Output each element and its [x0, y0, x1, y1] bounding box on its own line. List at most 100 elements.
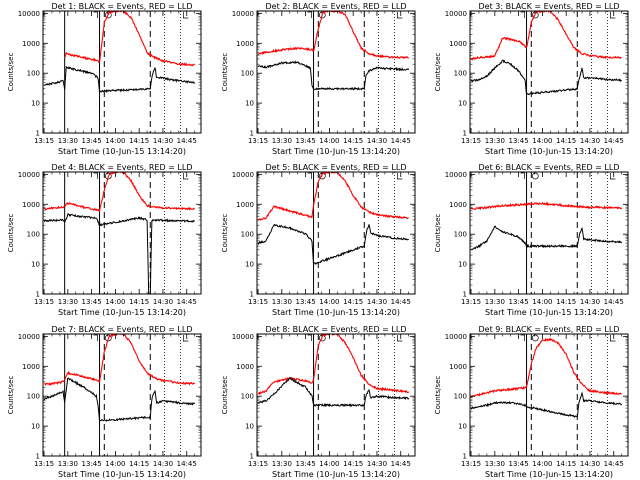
marker-glyph [520, 172, 525, 179]
x-tick-label: 14:00 [105, 298, 125, 306]
panel-title: Det 6: BLACK = Events, RED = LLD [479, 163, 620, 172]
series-line-red [258, 334, 410, 395]
x-tick-label: 13:45 [82, 137, 102, 145]
x-axis-label: Start Time (10-Jun-15 13:14:20) [272, 470, 400, 479]
detector-panel-1: Det 1: BLACK = Events, RED = LLD Counts/s… [7, 2, 202, 156]
y-tick-label: 100 [454, 393, 467, 401]
x-tick-label: 13:30 [485, 460, 505, 468]
x-tick-label: 14:30 [153, 460, 173, 468]
x-axis-label: Start Time (10-Jun-15 13:14:20) [272, 308, 400, 317]
y-axis-label: Counts/sec [434, 53, 442, 92]
x-tick-label: 14:00 [105, 137, 125, 145]
x-tick-label: 13:15 [34, 460, 54, 468]
plot-frame [42, 333, 202, 457]
series-line-black [470, 59, 622, 97]
y-tick-label: 10000 [232, 333, 254, 341]
series-line-red [470, 337, 622, 398]
marker-lines [307, 172, 403, 294]
x-tick-label: 13:45 [296, 460, 316, 468]
marker-lines [520, 172, 616, 294]
y-tick-label: 100 [27, 231, 40, 239]
y-axis-label: Counts/sec [434, 376, 442, 415]
y-tick-label: 100 [241, 231, 254, 239]
y-tick-label: 1000 [236, 363, 254, 371]
y-tick-label: 100 [454, 231, 467, 239]
x-tick-label: 14:15 [343, 460, 363, 468]
x-axis-label: Start Time (10-Jun-15 13:14:20) [485, 147, 613, 156]
x-tick-label: 14:45 [177, 298, 197, 306]
x-tick-label: 14:30 [580, 460, 600, 468]
x-tick-label: 14:45 [604, 298, 624, 306]
marker-glyph [397, 173, 403, 180]
y-tick-label: 10000 [445, 10, 467, 18]
marker-lines [64, 11, 189, 133]
marker-glyph [104, 334, 112, 342]
x-tick-label: 14:00 [532, 298, 552, 306]
y-tick-label: 10000 [18, 10, 40, 18]
panel-title: Det 2: BLACK = Events, RED = LLD [266, 2, 407, 11]
series-group [257, 11, 410, 91]
detector-panel-7: Det 7: BLACK = Events, RED = LLD Counts/s… [7, 325, 202, 479]
marker-glyph [397, 12, 403, 19]
x-tick-label: 13:15 [248, 137, 268, 145]
series-line-black [470, 391, 623, 418]
x-tick-label: 13:15 [34, 137, 54, 145]
detector-panel-3: Det 3: BLACK = Events, RED = LLD Counts/s… [434, 2, 629, 156]
y-tick-label: 1 [36, 130, 40, 138]
x-tick-label: 13:45 [509, 298, 529, 306]
y-tick-label: 1000 [22, 363, 40, 371]
y-tick-label: 10 [31, 261, 40, 269]
y-tick-label: 10000 [445, 333, 467, 341]
y-tick-label: 1000 [449, 201, 467, 209]
series-group [257, 172, 410, 265]
y-tick-label: 10 [31, 423, 40, 431]
marker-lines [64, 172, 189, 294]
marker-glyph [183, 173, 189, 180]
marker-lines [64, 334, 189, 456]
y-tick-label: 10 [458, 261, 467, 269]
marker-glyph [318, 11, 326, 19]
plot-frame [256, 10, 416, 134]
marker-glyph [610, 173, 616, 180]
x-tick-label: 14:30 [367, 298, 387, 306]
x-axis-label: Start Time (10-Jun-15 13:14:20) [58, 147, 186, 156]
x-tick-label: 13:15 [461, 137, 481, 145]
x-tick-label: 14:00 [532, 137, 552, 145]
x-tick-label: 14:45 [391, 298, 411, 306]
x-tick-label: 13:30 [58, 137, 78, 145]
x-tick-label: 14:00 [532, 460, 552, 468]
plot-frame [469, 333, 629, 457]
x-tick-label: 13:45 [82, 298, 102, 306]
y-tick-label: 10000 [232, 171, 254, 179]
detector-panel-4: Det 4: BLACK = Events, RED = LLD Counts/s… [7, 163, 202, 317]
x-tick-label: 14:45 [604, 137, 624, 145]
x-tick-label: 14:15 [556, 460, 576, 468]
plot-frame [256, 171, 416, 295]
marker-glyph [307, 172, 312, 179]
y-tick-label: 10 [458, 423, 467, 431]
y-tick-label: 10000 [232, 10, 254, 18]
series-line-black [43, 377, 196, 423]
plot-frame [469, 10, 629, 134]
x-axis-label: Start Time (10-Jun-15 13:14:20) [485, 470, 613, 479]
x-tick-label: 13:30 [272, 460, 292, 468]
x-tick-label: 14:15 [129, 137, 149, 145]
series-line-red [470, 11, 622, 61]
series-line-red [257, 172, 409, 221]
detector-panel-6: Det 6: BLACK = Events, RED = LLD Counts/s… [434, 163, 629, 317]
series-group [43, 172, 195, 294]
y-axis-label: Counts/sec [7, 376, 15, 415]
y-tick-label: 10000 [445, 171, 467, 179]
y-tick-label: 1 [36, 291, 40, 299]
marker-glyph [104, 11, 112, 19]
series-line-black [257, 376, 410, 408]
y-tick-label: 1 [36, 453, 40, 461]
marker-glyph [183, 335, 189, 342]
marker-glyph [520, 334, 525, 341]
y-tick-label: 10000 [18, 333, 40, 341]
y-tick-label: 10 [458, 100, 467, 108]
marker-glyph [93, 11, 98, 18]
x-tick-label: 13:45 [296, 137, 316, 145]
y-tick-label: 1000 [449, 363, 467, 371]
